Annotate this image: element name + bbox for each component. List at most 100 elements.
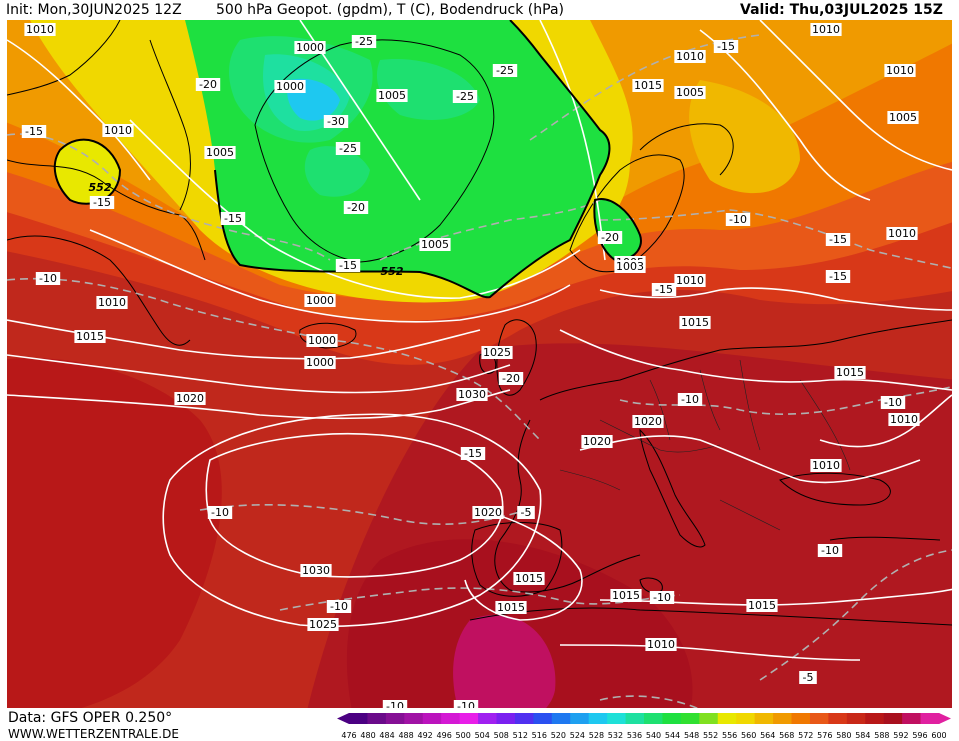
colorbar-tick-label: 540 <box>646 731 661 740</box>
svg-text:-10: -10 <box>821 544 839 557</box>
svg-text:-20: -20 <box>347 201 365 214</box>
colorbar-tick-label: 504 <box>475 731 490 740</box>
pressure-label: 1030 <box>456 388 488 401</box>
pressure-label: 1000 <box>294 41 326 54</box>
colorbar-swatch <box>588 713 608 724</box>
temperature-label: -15 <box>460 447 486 460</box>
colorbar-tick-label: 500 <box>456 731 471 740</box>
svg-text:1025: 1025 <box>483 346 511 359</box>
svg-text:-15: -15 <box>25 125 43 138</box>
colorbar-tick-label: 508 <box>494 731 509 740</box>
svg-text:1003: 1003 <box>616 260 644 273</box>
svg-text:1020: 1020 <box>634 415 662 428</box>
svg-text:1000: 1000 <box>308 334 336 347</box>
svg-text:-20: -20 <box>601 231 619 244</box>
pressure-label: 1015 <box>746 599 778 612</box>
colorbar-swatch <box>828 713 848 724</box>
colorbar-swatch <box>533 713 553 724</box>
colorbar-swatch <box>367 713 387 724</box>
temperature-label: -25 <box>351 35 377 48</box>
colorbar-left-arrow <box>337 713 349 724</box>
svg-text:-15: -15 <box>339 259 357 272</box>
colorbar-tick-label: 492 <box>417 731 432 740</box>
temperature-label: -15 <box>825 270 851 283</box>
svg-text:-25: -25 <box>496 64 514 77</box>
colorbar-swatch <box>736 713 756 724</box>
pressure-label: 1010 <box>674 50 706 63</box>
geopotential-label: 552 <box>381 265 404 278</box>
header-bar <box>0 0 959 20</box>
svg-text:552: 552 <box>381 265 404 278</box>
geopotential-label: 1003 <box>614 260 646 273</box>
colorbar-swatch <box>662 713 682 724</box>
colorbar-tick-label: 592 <box>893 731 908 740</box>
pressure-label: 1010 <box>674 274 706 287</box>
colorbar-tick-label: 520 <box>551 731 566 740</box>
colorbar-tick-label: 524 <box>570 731 585 740</box>
temperature-label: -20 <box>597 231 623 244</box>
colorbar-swatch <box>754 713 774 724</box>
temperature-label: -10 <box>880 396 906 409</box>
svg-text:1000: 1000 <box>296 41 324 54</box>
svg-text:1010: 1010 <box>647 638 675 651</box>
pressure-label: 1020 <box>174 392 206 405</box>
colorbar-swatch <box>514 713 534 724</box>
colorbar-swatch <box>570 713 590 724</box>
colorbar-swatch <box>791 713 811 724</box>
colorbar-swatch <box>773 713 792 724</box>
svg-text:1000: 1000 <box>306 294 334 307</box>
svg-text:-10: -10 <box>884 396 902 409</box>
svg-text:1015: 1015 <box>634 79 662 92</box>
pressure-label: 1010 <box>96 296 128 309</box>
pressure-label: 1015 <box>834 366 866 379</box>
svg-text:1015: 1015 <box>76 330 104 343</box>
temperature-label: -15 <box>220 212 246 225</box>
colorbar-swatch <box>699 713 719 724</box>
temperature-label: -10 <box>725 213 751 226</box>
colorbar-swatch <box>404 713 424 724</box>
pressure-label: 1005 <box>376 89 408 102</box>
colorbar-tick-label: 480 <box>360 731 375 740</box>
svg-text:1015: 1015 <box>836 366 864 379</box>
svg-text:1015: 1015 <box>497 601 525 614</box>
temperature-label: -15 <box>21 125 47 138</box>
colorbar-tick-label: 552 <box>703 731 718 740</box>
svg-text:1010: 1010 <box>890 413 918 426</box>
colorbar-swatch <box>422 713 442 724</box>
svg-text:-15: -15 <box>717 40 735 53</box>
colorbar-tick-label: 532 <box>608 731 623 740</box>
temperature-label: -10 <box>677 393 703 406</box>
colorbar-swatch <box>459 713 479 724</box>
colorbar-tick-label: 476 <box>341 731 356 740</box>
colorbar-swatch <box>883 713 903 724</box>
pressure-label: 1000 <box>304 294 336 307</box>
temperature-label: -10 <box>35 272 61 285</box>
colorbar-tick-label: 488 <box>398 731 413 740</box>
colorbar-tick-label: 548 <box>684 731 699 740</box>
borders <box>559 359 851 531</box>
temperature-label: -10 <box>649 591 675 604</box>
temperature-label: -10 <box>817 544 843 557</box>
temperature-label: -15 <box>335 259 361 272</box>
svg-text:1005: 1005 <box>206 146 234 159</box>
colorbar-swatch <box>865 713 885 724</box>
svg-text:552: 552 <box>89 181 112 194</box>
pressure-label: 1015 <box>679 316 711 329</box>
colorbar-tick-label: 512 <box>513 731 528 740</box>
svg-text:-15: -15 <box>829 270 847 283</box>
valid-label: Valid: Thu,03JUL2025 15Z <box>740 2 943 18</box>
svg-text:-10: -10 <box>211 506 229 519</box>
colorbar-swatch <box>349 713 368 724</box>
svg-text:1000: 1000 <box>276 80 304 93</box>
pressure-label: 1000 <box>306 334 338 347</box>
colorbar-swatch <box>717 713 737 724</box>
svg-text:-15: -15 <box>464 447 482 460</box>
svg-text:1020: 1020 <box>474 506 502 519</box>
colorbar-tick-label: 484 <box>379 731 394 740</box>
svg-text:1010: 1010 <box>104 124 132 137</box>
pressure-label: 1005 <box>887 111 919 124</box>
colorbar-tick-label: 584 <box>855 731 870 740</box>
pressure-label: 1005 <box>674 86 706 99</box>
colorbar-tick-label: 496 <box>437 731 452 740</box>
pressure-label: 1005 <box>204 146 236 159</box>
